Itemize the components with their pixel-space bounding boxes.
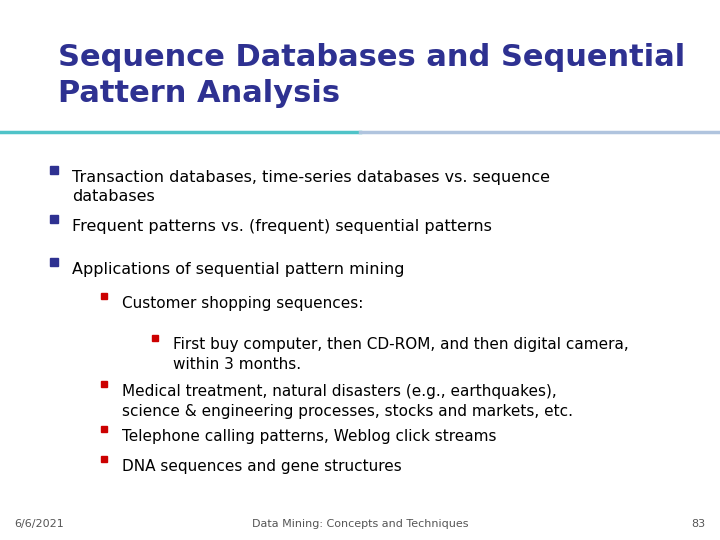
- Text: Telephone calling patterns, Weblog click streams: Telephone calling patterns, Weblog click…: [122, 429, 497, 444]
- Text: DNA sequences and gene structures: DNA sequences and gene structures: [122, 459, 402, 474]
- Text: Transaction databases, time-series databases vs. sequence
databases: Transaction databases, time-series datab…: [72, 170, 550, 204]
- Text: Customer shopping sequences:: Customer shopping sequences:: [122, 296, 364, 311]
- Text: Data Mining: Concepts and Techniques: Data Mining: Concepts and Techniques: [252, 519, 468, 529]
- Text: Frequent patterns vs. (frequent) sequential patterns: Frequent patterns vs. (frequent) sequent…: [72, 219, 492, 234]
- Text: Sequence Databases and Sequential
Pattern Analysis: Sequence Databases and Sequential Patter…: [58, 43, 685, 108]
- Text: 83: 83: [691, 519, 706, 529]
- Text: Medical treatment, natural disasters (e.g., earthquakes),
science & engineering : Medical treatment, natural disasters (e.…: [122, 384, 573, 418]
- Text: 6/6/2021: 6/6/2021: [14, 519, 64, 529]
- Text: First buy computer, then CD-ROM, and then digital camera,
within 3 months.: First buy computer, then CD-ROM, and the…: [173, 338, 629, 372]
- Text: Applications of sequential pattern mining: Applications of sequential pattern minin…: [72, 262, 405, 277]
